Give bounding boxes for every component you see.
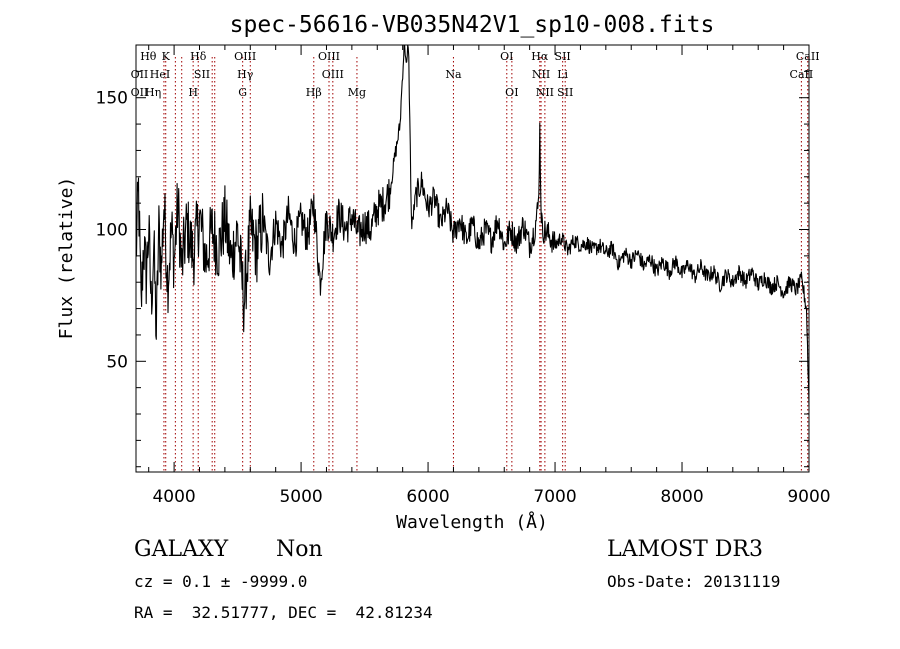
line-marker-labels: OIIOIIHθHηHeIKHHδSIIGOIIIHγHβOIIIOIIIMgN… [131, 50, 820, 99]
x-tick-label-0: 4000 [152, 487, 195, 507]
x-axis-label: Wavelength (Å) [396, 511, 548, 533]
line-marker-label-24: OI [505, 86, 518, 99]
coordinates-text: RA = 32.51777, DEC = 42.81234 [134, 603, 433, 622]
line-marker-label-26: NII [532, 68, 550, 81]
y-tick-label-0: 50 [106, 352, 128, 372]
x-tick-label-3: 7000 [533, 487, 576, 507]
line-marker-label-19: OIII [318, 50, 340, 63]
line-marker-label-6: K [162, 50, 171, 63]
obs-date-text: Obs-Date: 20131119 [607, 572, 781, 591]
line-marker-label-14: G [238, 86, 247, 99]
x-tick-label-5: 9000 [787, 487, 830, 507]
line-markers [163, 57, 809, 472]
plot-frame [135, 44, 810, 473]
line-marker-label-11: SII [194, 68, 210, 81]
survey-label: LAMOST DR3 [607, 537, 763, 562]
line-marker-label-20: OIII [322, 68, 344, 81]
line-marker-label-2: Hθ [140, 50, 157, 63]
line-marker-label-3: Hη [145, 86, 161, 99]
object-class-label: GALAXY [134, 537, 229, 562]
line-marker-label-15: OIII [234, 50, 256, 63]
line-marker-label-0: OII [131, 86, 149, 99]
line-marker-label-31: CaII [790, 68, 814, 81]
spectrum-series [136, 45, 809, 407]
x-axis-ticks: 4000 5000 6000 7000 8000 9000 [148, 45, 831, 507]
spectrum-line-0 [136, 45, 809, 407]
line-marker-label-9: H [188, 86, 198, 99]
line-marker-label-4: HeI [150, 68, 170, 81]
y-axis-label: Flux (relative) [56, 177, 77, 340]
line-marker-label-1: OII [131, 68, 149, 81]
line-marker-label-18: Hβ [306, 86, 322, 99]
line-marker-label-22: Na [445, 68, 462, 81]
line-marker-label-10: Hδ [190, 50, 207, 63]
y-tick-label-1: 100 [96, 221, 128, 241]
line-marker-label-28: SII [555, 50, 571, 63]
x-tick-label-4: 8000 [660, 487, 703, 507]
line-marker-label-25: Hα [531, 50, 549, 63]
x-tick-label-1: 5000 [279, 487, 322, 507]
line-marker-label-21: Mg [348, 86, 366, 99]
line-marker-label-29: Li [557, 68, 568, 81]
chart-title: spec-56616-VB035N42V1_sp10-008.fits [230, 12, 715, 38]
line-marker-label-27: NII [536, 86, 554, 99]
line-marker-label-32: CaII [796, 50, 820, 63]
y-tick-label-2: 150 [96, 89, 128, 109]
line-marker-label-30: SII [557, 86, 573, 99]
redshift-text: cz = 0.1 ± -9999.0 [134, 572, 308, 591]
x-tick-label-2: 6000 [406, 487, 449, 507]
y-axis-ticks: 50 100 150 [96, 44, 809, 468]
object-subclass-label: Non [276, 537, 323, 562]
line-marker-label-16: Hγ [237, 68, 254, 81]
line-marker-label-23: OI [500, 50, 513, 63]
